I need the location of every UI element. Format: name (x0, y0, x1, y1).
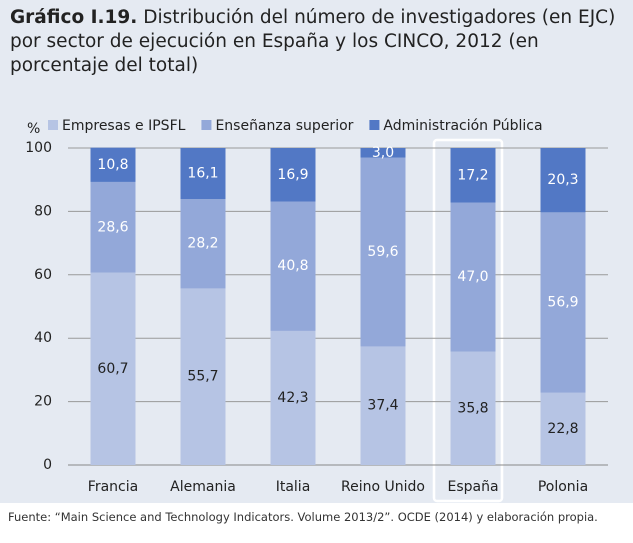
value-label: 55,7 (187, 369, 218, 385)
x-tick-label: Italia (276, 479, 311, 495)
legend-swatch (369, 120, 380, 130)
value-label: 10,8 (97, 157, 128, 173)
value-label: 28,2 (187, 236, 218, 252)
bar-segment (540, 212, 586, 393)
bar-segment (450, 202, 496, 352)
value-label: 20,3 (547, 172, 578, 188)
x-tick-label: Polonia (538, 479, 588, 495)
bar-segment (90, 147, 136, 182)
y-tick-label: 0 (43, 457, 52, 473)
bar-segment (90, 181, 136, 273)
bar-segment (450, 351, 496, 465)
bar-segment (360, 148, 406, 158)
value-label: 16,9 (277, 167, 308, 183)
value-label: 3,0 (372, 145, 394, 161)
x-tick-label: Francia (88, 479, 138, 495)
value-label: 60,7 (97, 361, 128, 377)
y-unit: % (27, 121, 40, 137)
value-label: 40,8 (277, 258, 308, 274)
x-tick-label: Reino Unido (341, 479, 425, 495)
bar-segment (450, 148, 496, 203)
bar-segment (270, 330, 316, 465)
value-label: 37,4 (367, 398, 398, 414)
value-label: 16,1 (187, 166, 218, 182)
bar-segment (360, 346, 406, 465)
title-block: Gráfico I.19. Distribución del número de… (10, 6, 625, 78)
bar-segment (540, 392, 586, 465)
y-tick-label: 20 (34, 394, 52, 410)
value-label: 42,3 (277, 390, 308, 406)
bar-segment (180, 288, 226, 465)
y-tick-label: 80 (34, 203, 52, 219)
legend-swatch (48, 120, 58, 130)
y-tick-label: 60 (34, 267, 52, 283)
value-label: 35,8 (457, 400, 488, 416)
bar-segment (360, 157, 406, 347)
x-tick-label: España (447, 479, 498, 495)
bar-segment (540, 148, 586, 213)
bar-segment (270, 148, 316, 202)
legend-label: Enseñanza superior (215, 118, 353, 134)
highlight-box (432, 138, 504, 503)
bar-segment (90, 272, 136, 465)
value-label: 47,0 (457, 269, 488, 285)
legend-label: Empresas e IPSFL (62, 118, 186, 134)
value-label: 59,6 (367, 244, 398, 260)
title-label: Gráfico I.19. (10, 7, 138, 28)
source: Fuente: “Main Science and Technology Ind… (8, 510, 598, 524)
y-tick-label: 100 (25, 140, 52, 156)
bar-segment (180, 199, 226, 289)
value-label: 28,6 (97, 219, 128, 235)
value-label: 22,8 (547, 421, 578, 437)
chart: % Empresas e IPSFL Enseñanza superior Admi… (25, 118, 608, 503)
y-tick-label: 40 (34, 330, 52, 346)
chart-title: Distribución del número de investigadore… (10, 7, 616, 76)
bar-segment (270, 201, 316, 331)
bar-segment (180, 148, 226, 200)
value-label: 17,2 (457, 167, 488, 183)
value-label: 56,9 (547, 295, 578, 311)
legend-label: Administración Pública (383, 118, 542, 134)
legend-swatch (201, 120, 212, 130)
x-tick-label: Alemania (170, 479, 236, 495)
